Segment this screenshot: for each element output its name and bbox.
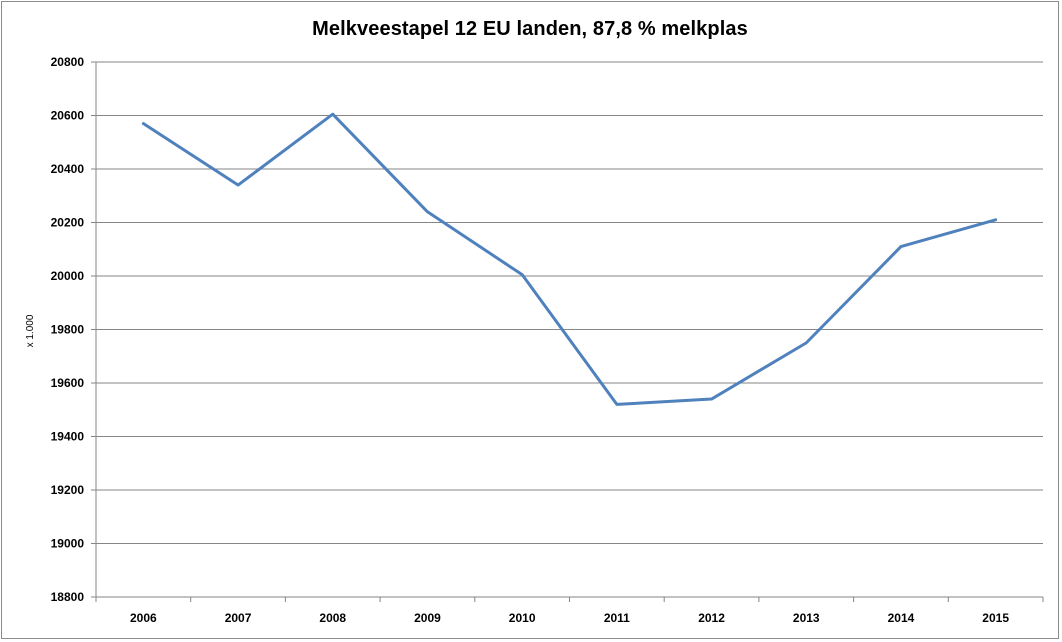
series — [141, 112, 998, 406]
y-tick-label-19000: 19000 — [51, 537, 85, 551]
x-tick-label-2013: 2013 — [793, 611, 820, 625]
y-tick-label-18800: 18800 — [51, 590, 85, 604]
x-tick-label-2006: 2006 — [130, 611, 157, 625]
y-tick-label-19800: 19800 — [51, 323, 85, 337]
y-axis-title: x 1.000 — [25, 314, 36, 347]
y-tick-label-19200: 19200 — [51, 483, 85, 497]
x-tick-label-2012: 2012 — [698, 611, 725, 625]
x-tick-label-2010: 2010 — [509, 611, 536, 625]
x-tick-label-2014: 2014 — [888, 611, 915, 625]
x-tick-labels: 2006 2007 2008 2009 2010 2011 2012 2013 2014 2015 — [130, 611, 1009, 625]
y-tick-label-19600: 19600 — [51, 376, 85, 390]
y-tick-label-20200: 20200 — [51, 216, 85, 230]
y-tick-label-19400: 19400 — [51, 430, 85, 444]
x-tick-label-2011: 2011 — [604, 611, 630, 625]
x-tick-label-2015: 2015 — [982, 611, 1009, 625]
x-tick-label-2009: 2009 — [414, 611, 441, 625]
y-tick-labels: 18800 19000 19200 19400 19600 19800 20000 20200… — [51, 55, 85, 604]
x-tick-label-2008: 2008 — [319, 611, 346, 625]
series-line-0 — [141, 112, 998, 406]
y-tick-label-20400: 20400 — [51, 162, 85, 176]
gridlines — [96, 61, 1043, 544]
y-tick-label-20000: 20000 — [51, 269, 85, 283]
chart-title: Melkveestapel 12 EU landen, 87,8 % melkp… — [312, 18, 748, 40]
x-tick-label-2007: 2007 — [225, 611, 252, 625]
axes — [91, 61, 1044, 602]
y-tick-label-20600: 20600 — [51, 109, 85, 123]
y-tick-label-20800: 20800 — [51, 55, 85, 69]
